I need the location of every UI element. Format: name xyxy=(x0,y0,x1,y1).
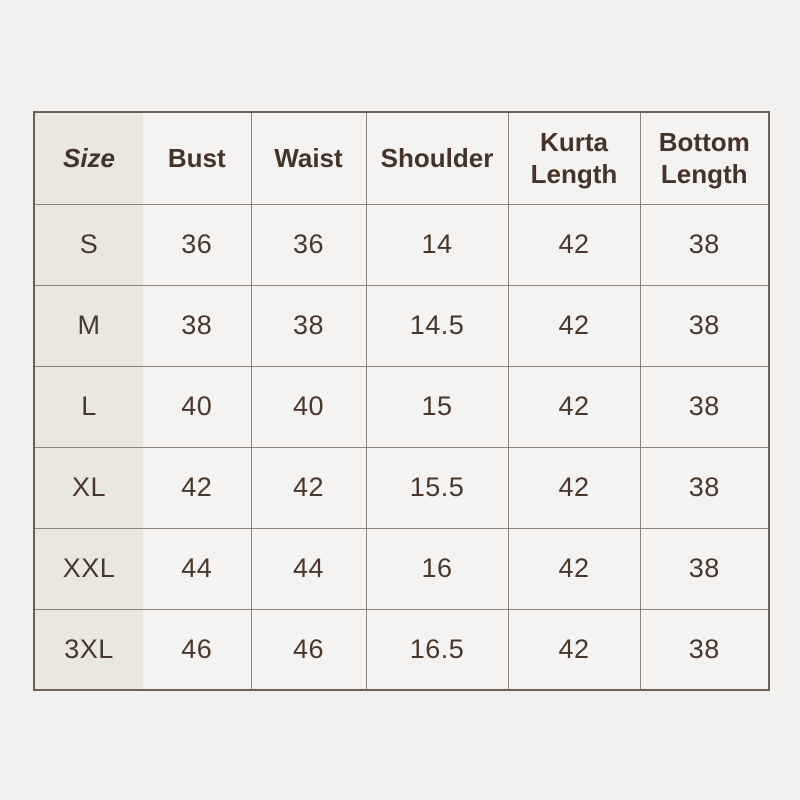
cell-s-shoulder: 14 xyxy=(365,203,509,286)
header-waist: Waist xyxy=(250,111,367,205)
cell-m-kurta-length: 42 xyxy=(507,284,641,367)
cell-3xl-size: 3XL xyxy=(33,608,143,691)
cell-m-bottom-length: 38 xyxy=(639,284,770,367)
cell-l-shoulder: 15 xyxy=(365,365,509,448)
header-bust: Bust xyxy=(143,111,252,205)
table-row-xxl: XXL 44 44 16 42 38 xyxy=(33,527,770,610)
table-row-3xl: 3XL 46 46 16.5 42 38 xyxy=(33,608,770,691)
cell-s-bottom-length: 38 xyxy=(639,203,770,286)
cell-l-kurta-length: 42 xyxy=(507,365,641,448)
cell-l-bust: 40 xyxy=(143,365,252,448)
cell-m-size: M xyxy=(33,284,143,367)
cell-s-waist: 36 xyxy=(250,203,367,286)
header-bottom-length: Bottom Length xyxy=(639,111,770,205)
header-kurta-length: Kurta Length xyxy=(507,111,641,205)
cell-l-size: L xyxy=(33,365,143,448)
cell-xl-size: XL xyxy=(33,446,143,529)
cell-3xl-shoulder: 16.5 xyxy=(365,608,509,691)
table-row-s: S 36 36 14 42 38 xyxy=(33,203,770,286)
size-chart-table: Size Bust Waist Shoulder Kurta Length Bo… xyxy=(33,111,770,691)
header-size: Size xyxy=(33,111,143,205)
cell-s-size: S xyxy=(33,203,143,286)
cell-s-bust: 36 xyxy=(143,203,252,286)
cell-s-kurta-length: 42 xyxy=(507,203,641,286)
table-row-xl: XL 42 42 15.5 42 38 xyxy=(33,446,770,529)
cell-xxl-bottom-length: 38 xyxy=(639,527,770,610)
cell-xxl-waist: 44 xyxy=(250,527,367,610)
cell-m-bust: 38 xyxy=(143,284,252,367)
cell-m-waist: 38 xyxy=(250,284,367,367)
cell-xxl-bust: 44 xyxy=(143,527,252,610)
cell-xl-bust: 42 xyxy=(143,446,252,529)
cell-3xl-waist: 46 xyxy=(250,608,367,691)
cell-3xl-bottom-length: 38 xyxy=(639,608,770,691)
header-shoulder: Shoulder xyxy=(365,111,509,205)
cell-xxl-kurta-length: 42 xyxy=(507,527,641,610)
table-row-m: M 38 38 14.5 42 38 xyxy=(33,284,770,367)
cell-xl-waist: 42 xyxy=(250,446,367,529)
cell-xl-shoulder: 15.5 xyxy=(365,446,509,529)
cell-3xl-bust: 46 xyxy=(143,608,252,691)
cell-xl-kurta-length: 42 xyxy=(507,446,641,529)
cell-l-waist: 40 xyxy=(250,365,367,448)
cell-xl-bottom-length: 38 xyxy=(639,446,770,529)
cell-xxl-shoulder: 16 xyxy=(365,527,509,610)
cell-m-shoulder: 14.5 xyxy=(365,284,509,367)
cell-l-bottom-length: 38 xyxy=(639,365,770,448)
cell-3xl-kurta-length: 42 xyxy=(507,608,641,691)
table-row-l: L 40 40 15 42 38 xyxy=(33,365,770,448)
header-row: Size Bust Waist Shoulder Kurta Length Bo… xyxy=(33,111,770,205)
cell-xxl-size: XXL xyxy=(33,527,143,610)
